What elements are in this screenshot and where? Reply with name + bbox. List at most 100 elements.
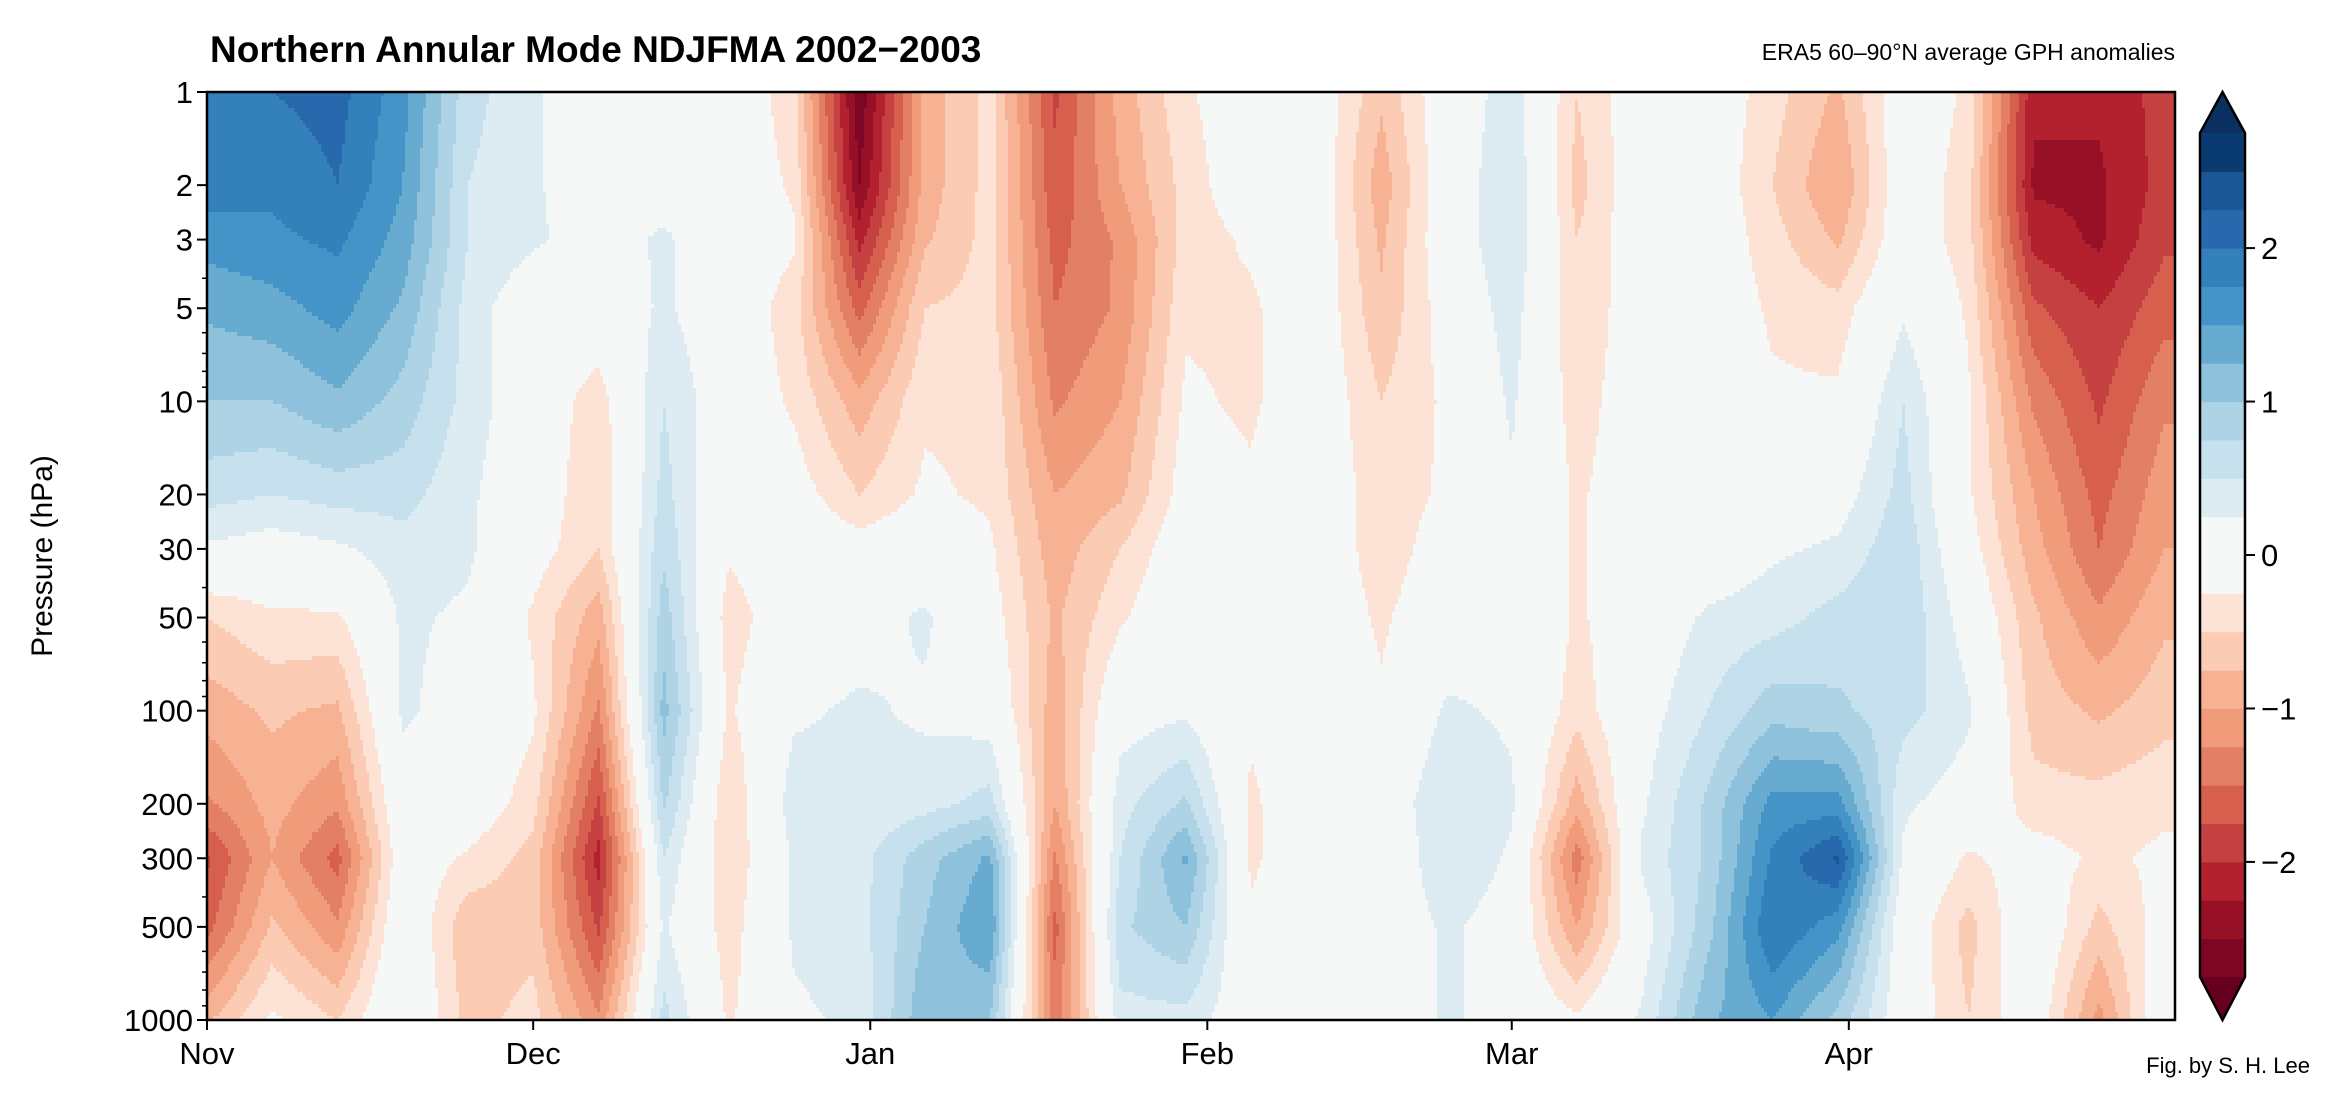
contour-cell [684,340,775,345]
contour-cell [1335,208,1354,213]
contour-cell [1884,208,1945,213]
contour-cell [1110,264,1138,269]
contour-cell [1572,192,1588,197]
contour-cell [459,356,493,361]
contour-cell [1881,240,1945,245]
contour-cell [1611,216,1747,221]
contour-cell [891,168,901,173]
contour-cell [1557,180,1573,185]
contour-cell [996,220,1009,225]
contour-cell [492,364,649,369]
contour-cell [1746,232,1789,237]
contour-cell [405,148,421,153]
contour-cell [1338,272,1360,277]
contour-cell [1869,184,1888,189]
contour-cell [1377,236,1387,241]
contour-cell [822,144,829,149]
contour-cell [456,108,487,113]
contour-cell [543,100,772,105]
contour-cell [435,332,460,337]
contour-cell [423,392,457,397]
contour-cell [870,180,880,185]
contour-cell [1428,296,1492,301]
contour-cell [1998,148,2008,153]
contour-cell [975,228,997,233]
contour-cell [879,176,892,181]
contour-cell [2013,316,2026,321]
contour-cell [1506,416,1516,421]
contour-cell [1956,276,1975,281]
contour-cell [834,104,841,109]
contour-cell [831,240,841,245]
contour-cell [420,408,454,413]
contour-cell [1017,384,1036,389]
contour-cell [1524,92,1561,97]
contour-cell [876,320,892,325]
contour-cell [1506,400,1516,405]
contour-cell [1209,180,1336,185]
contour-cell [1173,292,1258,297]
contour-cell [675,252,796,257]
contour-cell [1980,332,1993,337]
contour-cell [2013,252,2023,257]
contour-cell [1848,328,1903,333]
contour-cell [2004,252,2014,257]
contour-cell [675,272,784,277]
contour-cell [1866,136,1885,141]
contour-cell [1983,264,1996,269]
contour-cell [1338,260,1360,265]
contour-cell [684,336,775,341]
contour-cell [1773,352,1843,357]
contour-cell [1992,132,1999,137]
contour-cell [438,140,457,145]
contour-cell [813,128,820,133]
contour-cell [1824,224,1846,229]
contour-cell [849,412,871,417]
contour-cell [1182,404,1222,409]
contour-cell [804,348,823,353]
contour-cell [1101,436,1135,441]
contour-cell [1044,340,1096,345]
contour-cell [774,120,799,125]
contour-cell [462,284,505,289]
contour-cell [1830,92,1843,97]
contour-cell [2016,128,2026,133]
contour-cell [834,276,847,281]
contour-cell [1002,396,1021,401]
contour-cell [2145,192,2176,197]
contour-cell [996,312,1012,317]
contour-cell [1479,244,1528,249]
contour-cell [465,252,532,257]
contour-cell [858,180,862,185]
contour-cell [1023,280,1039,285]
contour-cell [1173,280,1255,285]
contour-cell [2022,432,2041,437]
contour-cell [207,228,292,233]
contour-cell [549,232,655,237]
contour-cell [1848,336,1900,341]
contour-cell [996,288,1012,293]
contour-cell [1866,140,1885,145]
contour-cell [2019,284,2032,289]
contour-cell [1212,196,1336,201]
contour-cell [822,164,829,169]
contour-cell [1527,256,1561,261]
contour-cell [837,160,844,165]
contour-cell [834,116,841,121]
contour-cell [1032,184,1045,189]
contour-cell [1944,212,1972,217]
contour-cell [423,396,457,401]
contour-cell [1020,140,1033,145]
contour-cell [1608,316,1765,321]
contour-cell [429,368,457,373]
contour-cell [1221,216,1336,221]
contour-cell [2055,320,2134,325]
contour-cell [804,120,814,125]
contour-cell [1098,176,1120,181]
contour-cell [843,160,853,165]
contour-cell [813,288,826,293]
contour-cell [891,324,907,329]
contour-cell [1845,276,1870,281]
contour-cell [1041,116,1054,121]
contour-cell [1992,96,2002,101]
